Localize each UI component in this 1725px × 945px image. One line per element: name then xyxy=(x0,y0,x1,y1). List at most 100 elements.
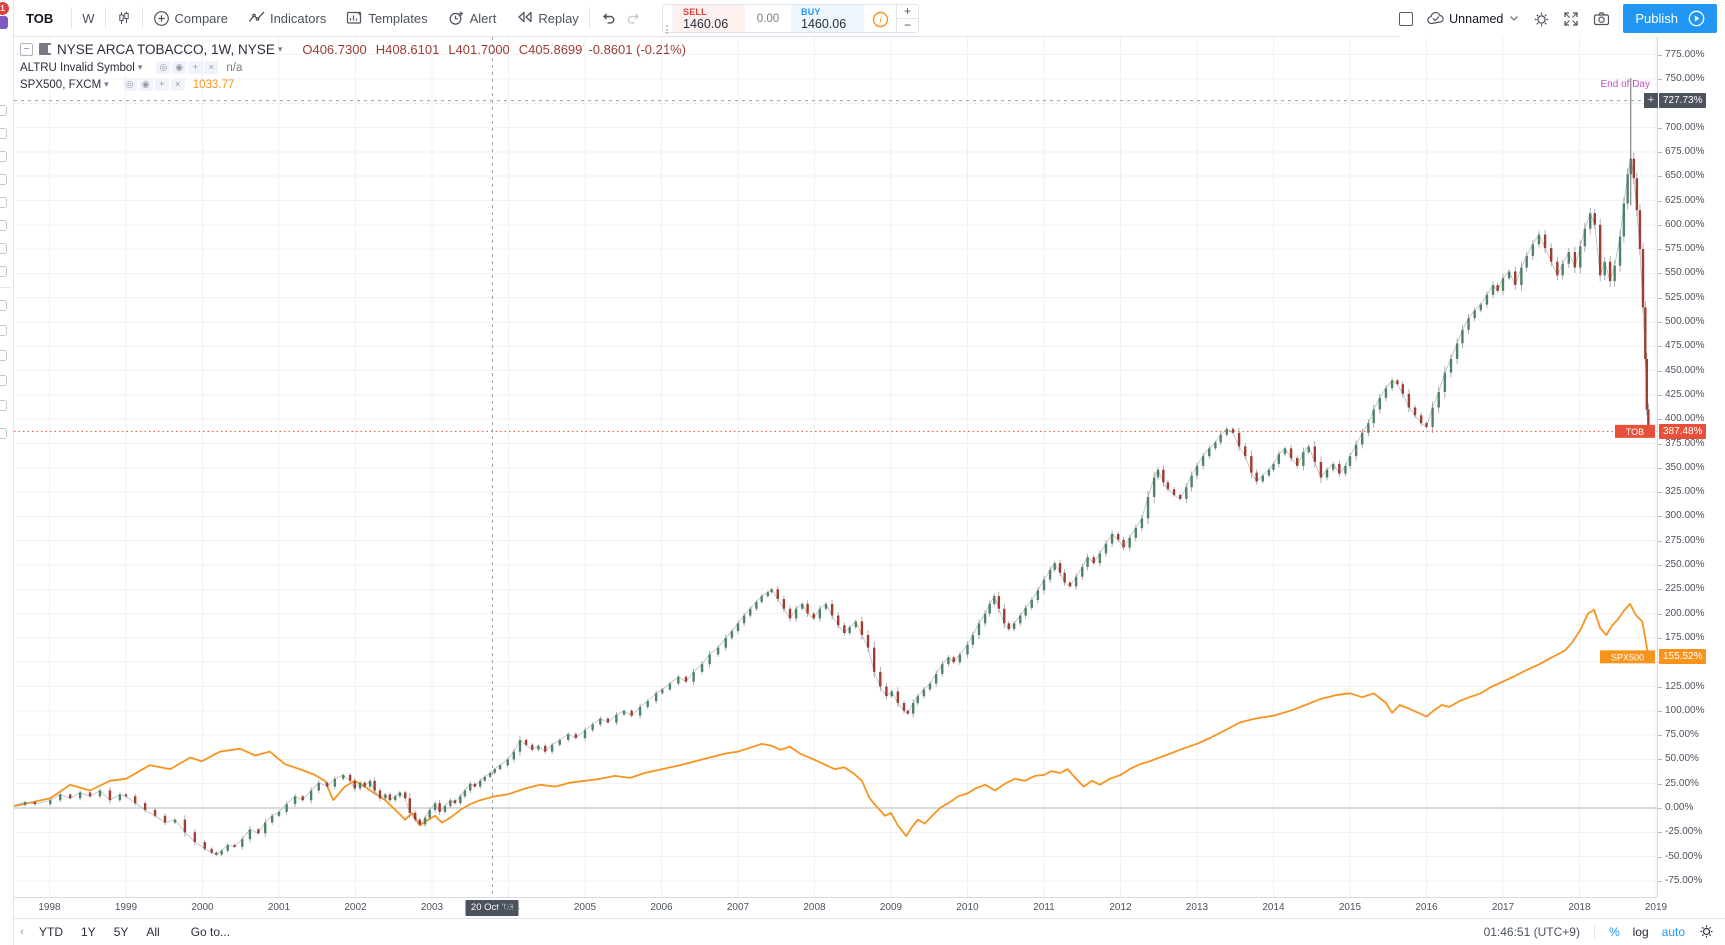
candle-body xyxy=(1507,271,1511,279)
candle-body xyxy=(1401,384,1404,394)
clipped-tool-icon[interactable] xyxy=(0,105,7,116)
candle-body xyxy=(812,613,815,619)
clipped-tool-icon[interactable] xyxy=(0,220,7,231)
sell-button[interactable]: SELL 1460.06 xyxy=(673,5,745,32)
year-tick-label: 2018 xyxy=(1568,902,1591,913)
close-icon[interactable]: × xyxy=(204,61,219,74)
snapshot-camera-icon[interactable] xyxy=(1593,11,1610,27)
candle-body xyxy=(997,596,1001,609)
time-axis[interactable]: 20 Oct '03 1998 1999 2000 2001 2002 2003 2004 2… xyxy=(14,897,1667,918)
candlestick-icon xyxy=(116,10,132,26)
clipped-tool-icon[interactable] xyxy=(0,375,7,386)
candle-body xyxy=(358,782,362,789)
candle-body xyxy=(977,623,981,635)
chart-pane[interactable]: End of Day TOB SPX500 − NYSE ARCA TOBACCO,… xyxy=(14,37,1657,897)
clipped-tool-icon[interactable] xyxy=(0,325,7,336)
alert-icon xyxy=(448,10,464,26)
candle-body xyxy=(1331,463,1335,470)
indicators-button[interactable]: Indicators xyxy=(238,0,336,37)
layout-button[interactable] xyxy=(1399,11,1414,26)
add-icon[interactable]: + xyxy=(154,78,169,91)
clipped-tool-icon[interactable] xyxy=(0,128,7,139)
candle-body xyxy=(1250,456,1253,473)
publish-button[interactable]: Publish xyxy=(1623,4,1717,33)
clipped-tool-icon[interactable] xyxy=(0,151,7,162)
clock[interactable]: 01:46:51 (UTC+9) xyxy=(1483,925,1580,939)
range-button-ytd[interactable]: YTD xyxy=(39,925,63,939)
hide-icon[interactable]: ◎ xyxy=(156,61,171,74)
scale-settings-gear-icon[interactable] xyxy=(1699,924,1715,940)
clipped-tool-icon[interactable] xyxy=(0,197,7,208)
candle-body xyxy=(506,759,509,766)
clipped-tool-icon[interactable] xyxy=(0,174,7,185)
replay-button[interactable]: Replay xyxy=(506,0,588,37)
buy-button[interactable]: BUY 1460.06 xyxy=(791,5,863,32)
axis-tick xyxy=(1658,735,1662,737)
scale-toggle-log[interactable]: log xyxy=(1632,925,1649,939)
bottom-toolbar: ‹ YTD 1Y 5Y All Go to... 01:46:51 (UTC+9) %… xyxy=(14,918,1725,945)
candle-body xyxy=(1556,261,1559,276)
range-button-1y[interactable]: 1Y xyxy=(81,925,96,939)
candle-body xyxy=(1117,533,1120,540)
candle-body xyxy=(1048,569,1052,580)
range-button-all[interactable]: All xyxy=(146,925,160,939)
candle-body xyxy=(1007,623,1011,630)
clipped-tool-icon[interactable] xyxy=(0,400,7,411)
templates-button[interactable]: Templates xyxy=(336,0,437,37)
clipped-tool-icon[interactable] xyxy=(0,428,7,439)
axis-tick xyxy=(1658,686,1662,688)
year-tick-label: 2001 xyxy=(267,902,291,913)
scale-toggle-%[interactable]: % xyxy=(1608,925,1620,939)
redo-icon[interactable] xyxy=(626,10,642,26)
candle-body xyxy=(1543,234,1547,249)
settings-icon[interactable]: ◉ xyxy=(138,78,153,91)
candle-body xyxy=(257,829,260,834)
clipped-tool-icon[interactable] xyxy=(0,266,7,277)
clipped-tool-icon[interactable] xyxy=(0,350,7,361)
clipped-tool-icon[interactable] xyxy=(0,243,7,254)
symbol-button[interactable]: TOB xyxy=(26,10,54,26)
main-symbol-title[interactable]: NYSE ARCA TOBACCO, 1W, NYSE xyxy=(57,41,275,57)
alert-button[interactable]: Alert xyxy=(438,0,507,37)
candle-body xyxy=(730,631,734,638)
increase-button[interactable]: + xyxy=(897,5,918,19)
candle-body xyxy=(342,774,345,779)
undo-icon[interactable] xyxy=(600,10,616,26)
compare-button[interactable]: Compare xyxy=(143,0,238,37)
hide-icon[interactable]: ◎ xyxy=(122,78,137,91)
interval-button[interactable]: W xyxy=(82,10,95,26)
decrease-button[interactable]: − xyxy=(903,18,911,32)
save-layout-button[interactable]: Unnamed xyxy=(1427,11,1519,27)
clipped-tool-icon[interactable] xyxy=(0,300,7,311)
footer-separator xyxy=(1593,924,1595,940)
bar-style-button[interactable] xyxy=(106,0,142,37)
trade-info-button[interactable]: i xyxy=(863,5,896,32)
drag-handle[interactable] xyxy=(663,5,673,53)
close-icon[interactable]: × xyxy=(170,78,185,91)
candle-body xyxy=(1042,579,1046,591)
add-alert-plus-button[interactable]: + xyxy=(1644,93,1658,109)
candle-body xyxy=(1603,261,1606,276)
drawing-toolbar-clipped[interactable]: 1 xyxy=(0,0,14,945)
candle-body xyxy=(1267,469,1271,476)
candle-body xyxy=(1110,533,1114,544)
legend-row: SPX500, FXCM ▾ ◎ ◉ + × 1033.77 xyxy=(20,76,686,93)
toolbar-separator xyxy=(71,7,73,29)
legend-collapse-icon[interactable]: − xyxy=(20,42,33,56)
fullscreen-icon[interactable] xyxy=(1563,11,1579,27)
price-axis[interactable]: 775.00% 750.00% 700.00% 675.00% 650.00% 625.0… xyxy=(1644,37,1725,897)
candle-body xyxy=(866,634,870,648)
goto-date-button[interactable]: Go to... xyxy=(190,925,231,939)
scale-toggle-auto[interactable]: auto xyxy=(1661,925,1685,939)
price-chart[interactable]: End of Day TOB SPX500 xyxy=(14,37,1657,897)
settings-gear-icon[interactable] xyxy=(1533,11,1549,27)
collapse-panel-button[interactable]: ‹ xyxy=(20,926,24,938)
candle-body xyxy=(1514,271,1517,286)
series-title[interactable]: SPX500, FXCM xyxy=(20,78,102,91)
candle-body xyxy=(922,689,926,697)
range-button-5y[interactable]: 5Y xyxy=(113,925,129,939)
settings-icon[interactable]: ◉ xyxy=(172,61,187,74)
series-title[interactable]: ALTRU Invalid Symbol xyxy=(20,61,135,74)
add-icon[interactable]: + xyxy=(188,61,203,74)
candle-body xyxy=(408,798,412,813)
